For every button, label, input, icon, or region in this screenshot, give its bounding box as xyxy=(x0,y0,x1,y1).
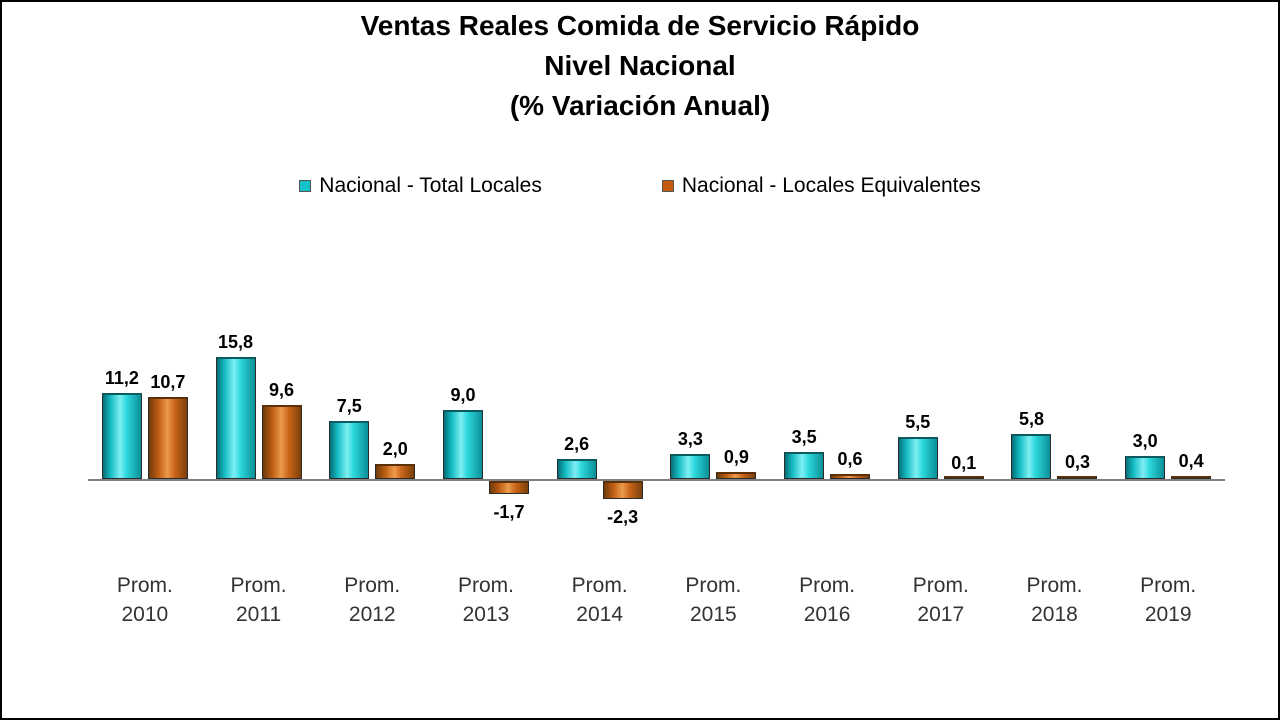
category-label: Prom. 2013 xyxy=(457,574,514,626)
bar-total-locales xyxy=(442,409,483,479)
bar-total-locales xyxy=(784,452,825,479)
category-label: Prom. 2018 xyxy=(1026,574,1083,626)
bar-locales-equivalentes xyxy=(261,405,302,479)
legend-swatch-total-locales-icon xyxy=(299,180,312,192)
category-label: Prom. 2015 xyxy=(685,574,742,626)
bar-total-locales xyxy=(1125,455,1166,479)
bar-total-locales xyxy=(556,458,597,479)
bar-group: 5,8 0,3 Prom. 2018 xyxy=(998,282,1112,642)
bar-locales-equivalentes xyxy=(1171,475,1212,479)
legend-label-locales-equivalentes: Nacional - Locales Equivalentes xyxy=(681,174,981,197)
bar-locales-equivalentes xyxy=(375,463,416,479)
legend-item-locales-equivalentes: Nacional - Locales Equivalentes xyxy=(661,174,981,198)
bar-group: 9,0 -1,7 Prom. 2013 xyxy=(429,282,543,642)
value-label-total-locales: 3,3 xyxy=(677,428,703,449)
bar-total-locales xyxy=(215,357,256,479)
bar-total-locales xyxy=(670,453,711,479)
legend-item-total-locales: Nacional - Total Locales xyxy=(299,174,542,198)
bar-group: 7,5 2,0 Prom. 2012 xyxy=(315,282,429,642)
chart-title-line3: (% Variación Anual) xyxy=(509,90,771,121)
category-label: Prom. 2014 xyxy=(571,574,628,626)
value-label-locales-equivalentes: 0,9 xyxy=(723,447,749,468)
bar-locales-equivalentes xyxy=(602,481,643,499)
value-label-total-locales: 11,2 xyxy=(104,367,139,388)
category-label: Prom. 2016 xyxy=(799,574,856,626)
bar-group: 3,3 0,9 Prom. 2015 xyxy=(657,282,771,642)
category-label: Prom. 2019 xyxy=(1140,574,1197,626)
chart-title-line1: Ventas Reales Comida de Servicio Rápido xyxy=(360,10,920,41)
value-label-locales-equivalentes: 0,1 xyxy=(951,453,977,473)
category-label: Prom. 2010 xyxy=(116,574,173,626)
value-label-total-locales: 15,8 xyxy=(218,332,254,353)
bar-group: 15,8 9,6 Prom. 2011 xyxy=(202,282,316,642)
bar-locales-equivalentes xyxy=(1057,476,1098,479)
bar-total-locales xyxy=(897,436,938,479)
bar-group: 5,5 0,1 Prom. 2017 xyxy=(884,282,998,642)
value-label-locales-equivalentes: 0,3 xyxy=(1064,451,1090,472)
value-label-total-locales: 2,6 xyxy=(564,433,590,454)
value-label-total-locales: 3,5 xyxy=(791,427,817,448)
bar-group: 3,5 0,6 Prom. 2016 xyxy=(770,282,884,642)
value-label-locales-equivalentes: -2,3 xyxy=(607,506,639,527)
value-label-locales-equivalentes: 10,7 xyxy=(150,371,186,392)
chart-legend: Nacional - Total Locales Nacional - Loca… xyxy=(2,174,1278,198)
value-label-total-locales: 5,5 xyxy=(905,411,931,432)
bar-locales-equivalentes xyxy=(943,476,984,479)
x-axis-line xyxy=(88,479,1225,481)
value-label-total-locales: 7,5 xyxy=(336,396,362,417)
chart-title: Ventas Reales Comida de Servicio Rápido … xyxy=(2,6,1278,126)
value-label-locales-equivalentes: 0,6 xyxy=(837,449,863,470)
legend-swatch-locales-equivalentes-icon xyxy=(661,180,674,192)
chart-title-line2: Nivel Nacional xyxy=(544,50,736,81)
value-label-total-locales: 5,8 xyxy=(1018,409,1044,430)
value-label-locales-equivalentes: -1,7 xyxy=(493,502,525,523)
category-label: Prom. 2011 xyxy=(230,574,287,626)
bar-group: 3,0 0,4 Prom. 2019 xyxy=(1111,282,1225,642)
bar-locales-equivalentes xyxy=(147,396,188,479)
bar-total-locales xyxy=(101,392,142,479)
value-label-locales-equivalentes: 9,6 xyxy=(269,380,295,401)
value-label-locales-equivalentes: 2,0 xyxy=(382,438,408,459)
bar-group: 11,2 10,7 Prom. 2010 xyxy=(88,282,202,642)
value-label-locales-equivalentes: 0,4 xyxy=(1178,450,1204,471)
value-label-total-locales: 9,0 xyxy=(450,384,476,405)
bar-locales-equivalentes xyxy=(716,472,757,479)
category-label: Prom. 2017 xyxy=(912,574,969,626)
legend-label-total-locales: Nacional - Total Locales xyxy=(319,174,542,197)
bar-total-locales xyxy=(329,421,370,479)
bar-locales-equivalentes xyxy=(830,474,871,479)
bar-group: 2,6 -2,3 Prom. 2014 xyxy=(543,282,657,642)
bar-total-locales xyxy=(1011,434,1052,479)
value-label-total-locales: 3,0 xyxy=(1132,430,1158,451)
category-label: Prom. 2012 xyxy=(344,574,401,626)
bar-locales-equivalentes xyxy=(488,481,529,495)
bar-chart-plot-area: 11,2 10,7 Prom. 2010 15,8 9,6 Prom. 2011 7,5 2,0 P… xyxy=(88,282,1225,642)
